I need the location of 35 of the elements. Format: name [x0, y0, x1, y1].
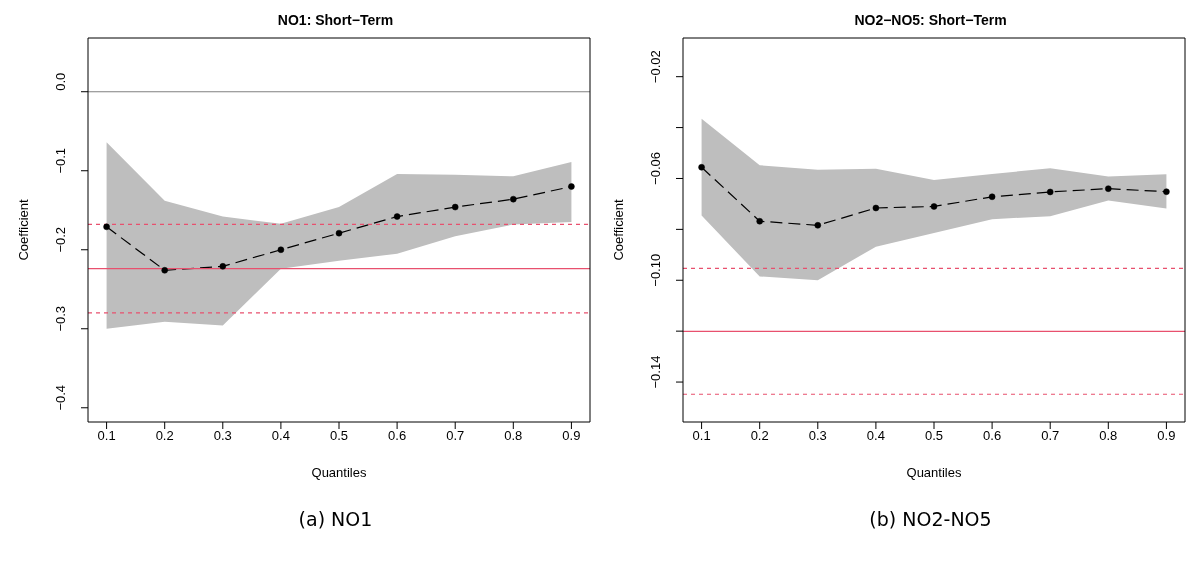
- y-tick-label: −0.06: [648, 152, 663, 185]
- x-tick-label: 0.5: [329, 428, 349, 444]
- y-tick-label: −0.2: [53, 226, 68, 253]
- x-tick-label: 0.2: [155, 428, 174, 444]
- x-tick-label: 0.1: [692, 428, 711, 444]
- y-tick-label: −0.3: [53, 305, 68, 332]
- chart-title: NO2−NO5: Short−Term: [853, 12, 1008, 30]
- y-tick-label: −0.4: [53, 384, 68, 411]
- x-tick-label: 0.2: [750, 428, 769, 444]
- x-axis-title: Quantiles: [906, 465, 962, 480]
- y-axis-title: Coefficient: [610, 199, 626, 261]
- y-tick-label: −0.14: [648, 355, 663, 389]
- text: (b) NO2-NO5: [868, 508, 993, 530]
- x-tick-label: 0.8: [504, 428, 523, 444]
- x-tick-label: 0.3: [808, 428, 827, 444]
- x-tick-label: 0.1: [97, 428, 116, 444]
- y-tick-label: −0.10: [648, 253, 663, 287]
- x-tick-label: 0.3: [213, 428, 232, 444]
- y-tick-label: 0.0: [53, 72, 68, 91]
- y-tick-label: −0.02: [648, 50, 663, 84]
- x-tick-label: 0.6: [388, 428, 407, 444]
- x-tick-label: 0.4: [271, 428, 290, 444]
- y-tick-label: −0.1: [53, 147, 68, 174]
- chart-title: NO1: Short−Term: [276, 12, 395, 30]
- x-tick-label: 0.9: [562, 428, 581, 444]
- x-tick-label: 0.4: [866, 428, 885, 444]
- y-axis-title: Coefficient: [15, 199, 31, 261]
- x-tick-label: 0.9: [1157, 428, 1176, 444]
- x-tick-label: 0.7: [446, 428, 465, 444]
- x-tick-label: 0.7: [1041, 428, 1060, 444]
- x-axis-title: Quantiles: [311, 465, 367, 480]
- x-tick-label: 0.5: [924, 428, 944, 444]
- text: (a) NO1: [297, 508, 374, 530]
- x-tick-label: 0.8: [1099, 428, 1118, 444]
- x-tick-label: 0.6: [983, 428, 1002, 444]
